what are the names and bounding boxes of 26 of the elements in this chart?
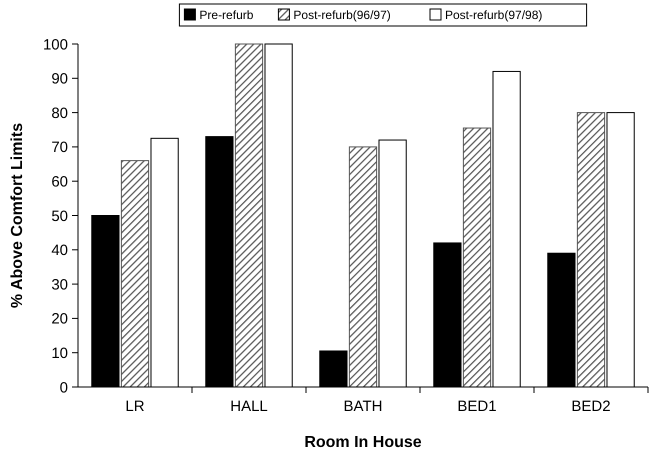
x-tick-label: BATH — [344, 398, 382, 415]
y-tick-label: 90 — [51, 70, 68, 88]
x-tick-label: BED2 — [571, 398, 611, 415]
y-tick-label: 70 — [51, 139, 68, 156]
y-tick-label: 80 — [51, 104, 68, 122]
y-tick-label: 50 — [51, 208, 68, 225]
y-tick-label: 20 — [51, 310, 68, 328]
x-tick-label: BED1 — [457, 398, 497, 415]
legend-label: Pre-refurb — [199, 8, 254, 22]
y-axis-title: % Above Comfort Limits — [9, 122, 26, 308]
y-tick-label: 100 — [42, 36, 68, 54]
y-tick-label: 10 — [51, 344, 68, 362]
x-tick-label: HALL — [230, 398, 268, 415]
legend-label: Post-refurb(97/98) — [445, 8, 542, 22]
y-tick-label: 40 — [51, 242, 68, 260]
bar — [576, 112, 606, 388]
y-tick-label: 30 — [51, 276, 68, 294]
y-tick-label: 0 — [60, 379, 68, 396]
y-tick-label: 60 — [51, 173, 68, 190]
bar — [462, 128, 492, 388]
bar — [234, 44, 264, 388]
x-tick-label: LR — [125, 398, 145, 415]
legend-label: Post-refurb(96/97) — [293, 8, 391, 22]
bar — [348, 146, 378, 388]
bar — [120, 160, 150, 388]
x-axis-title: Room In House — [304, 434, 422, 451]
